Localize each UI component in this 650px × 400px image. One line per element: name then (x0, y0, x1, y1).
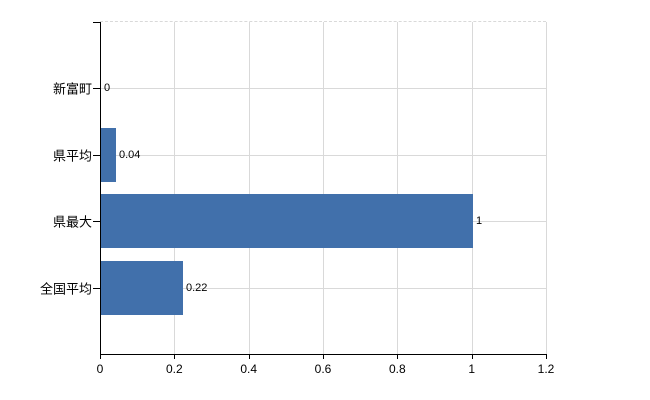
vertical-gridline (323, 22, 324, 354)
x-axis-tick (323, 354, 324, 359)
y-axis-tick (93, 22, 100, 23)
vertical-gridline (397, 22, 399, 354)
x-tick-label: 0 (96, 362, 104, 376)
x-axis-tick (174, 354, 176, 359)
x-tick-label: 1.2 (537, 362, 555, 376)
vertical-gridline (546, 22, 547, 354)
vertical-gridline (174, 22, 176, 354)
category-label: 新富町 (52, 81, 92, 97)
y-axis-tick (93, 287, 100, 289)
x-axis-tick (471, 354, 473, 359)
category-label: 県平均 (52, 148, 92, 164)
y-axis-line (100, 22, 101, 359)
x-tick-label: 1 (468, 362, 475, 376)
vertical-gridline (248, 22, 250, 354)
bar-value-label: 0.04 (119, 148, 141, 161)
y-axis-tick (93, 154, 100, 156)
horizontal-gridline (101, 287, 546, 289)
x-axis-line (100, 354, 547, 355)
bar (101, 260, 183, 315)
x-tick-label: 0.8 (388, 362, 406, 376)
bar-value-label: 0 (104, 82, 111, 95)
category-label: 全国平均 (39, 281, 92, 297)
y-axis-tick (93, 88, 100, 90)
plot-top-border (100, 21, 546, 22)
x-tick-label: 0.4 (240, 362, 257, 376)
horizontal-gridline (101, 154, 546, 156)
x-axis-tick (397, 354, 399, 359)
category-label: 県最大 (52, 214, 92, 230)
x-tick-label: 0.2 (165, 362, 183, 376)
horizontal-gridline (101, 88, 546, 90)
bar-value-label: 1 (476, 215, 483, 228)
bar-value-label: 0.22 (186, 281, 208, 294)
x-axis-tick (546, 354, 547, 359)
bar (101, 127, 116, 182)
y-axis-tick (93, 221, 100, 223)
x-axis-tick (248, 354, 250, 359)
x-tick-label: 0.6 (314, 362, 332, 376)
vertical-gridline (471, 22, 473, 354)
bar (101, 194, 473, 249)
